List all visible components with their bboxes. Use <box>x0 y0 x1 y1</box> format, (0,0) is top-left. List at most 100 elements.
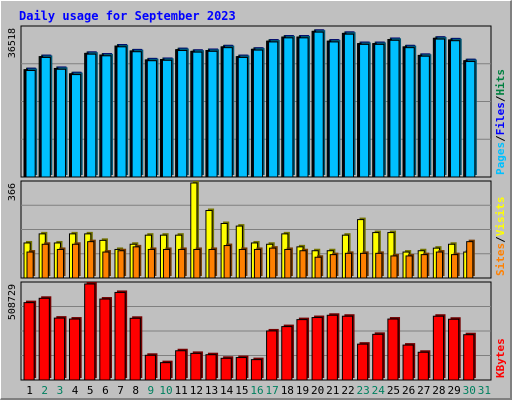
x-tick-label-day-29: 29 <box>447 384 460 397</box>
bar-pages-day-2 <box>40 56 51 178</box>
legend-item: Files <box>494 102 507 135</box>
x-tick-label-day-10: 10 <box>159 384 172 397</box>
bar-kbytes-day-16 <box>250 359 263 381</box>
chart-title: Daily usage for September 2023 <box>19 9 236 23</box>
bar-pages-day-16 <box>252 49 264 178</box>
bar-sites-day-11 <box>178 248 186 279</box>
bar-pages-day-24 <box>374 43 385 178</box>
x-tick-label-day-24: 24 <box>372 384 386 397</box>
bar-sites-day-15 <box>238 248 246 279</box>
x-tick-label-day-15: 15 <box>235 384 248 397</box>
bar-kbytes-day-17 <box>266 330 278 381</box>
bar-pages-day-22 <box>343 33 355 178</box>
bar-pages-day-26 <box>404 47 415 178</box>
bar-sites-day-18 <box>284 248 292 279</box>
x-tick-label-day-26: 26 <box>402 384 415 397</box>
legend-item: KBytes <box>494 338 507 378</box>
bar-kbytes-day-9 <box>144 354 156 381</box>
bar-sites-day-6 <box>102 251 110 279</box>
bar-sites-day-7 <box>117 250 125 279</box>
bar-kbytes-day-1 <box>23 302 35 381</box>
bar-kbytes-day-24 <box>372 333 384 381</box>
x-tick-label-day-7: 7 <box>117 384 124 397</box>
bar-pages-day-30 <box>465 61 476 178</box>
bar-sites-day-5 <box>87 241 95 279</box>
bar-sites-day-26 <box>405 255 413 279</box>
bar-kbytes-day-8 <box>129 317 141 381</box>
bar-pages-day-27 <box>419 55 430 178</box>
bar-pages-day-19 <box>298 37 309 178</box>
bar-kbytes-day-22 <box>341 315 354 381</box>
x-tick-label-day-17: 17 <box>266 384 279 397</box>
bar-sites-day-28 <box>435 251 444 279</box>
bar-pages-day-21 <box>328 41 339 178</box>
bar-sites-day-12 <box>193 248 201 279</box>
bar-sites-day-30 <box>466 241 474 279</box>
bar-sites-day-22 <box>344 252 353 279</box>
x-tick-label-day-16: 16 <box>250 384 263 397</box>
bar-pages-day-8 <box>131 51 142 178</box>
bar-pages-day-14 <box>222 47 233 178</box>
bar-pages-day-25 <box>389 39 400 178</box>
bar-sites-day-10 <box>162 248 171 279</box>
bar-kbytes-day-21 <box>326 314 338 381</box>
bar-sites-day-9 <box>147 248 155 279</box>
bar-sites-day-29 <box>451 254 459 279</box>
x-tick-label-day-14: 14 <box>220 384 234 397</box>
bar-kbytes-day-3 <box>53 317 65 381</box>
bar-pages-day-29 <box>450 40 461 178</box>
bar-kbytes-day-15 <box>235 357 247 381</box>
bar-pages-day-20 <box>313 31 324 178</box>
bar-kbytes-day-30 <box>463 334 475 381</box>
x-tick-label-day-2: 2 <box>41 384 48 397</box>
bar-kbytes-day-18 <box>281 326 293 381</box>
legend-item: Sites <box>494 243 507 276</box>
bar-pages-day-11 <box>177 50 188 178</box>
bar-pages-day-6 <box>101 55 112 178</box>
bar-sites-day-19 <box>299 250 307 279</box>
bar-kbytes-day-12 <box>190 352 202 381</box>
x-tick-label-day-3: 3 <box>57 384 64 397</box>
x-tick-label-day-4: 4 <box>72 384 79 397</box>
bar-kbytes-day-13 <box>205 354 217 381</box>
x-tick-label-day-11: 11 <box>175 384 188 397</box>
bar-pages-day-17 <box>268 41 279 178</box>
x-tick-label-day-22: 22 <box>341 384 354 397</box>
x-tick-label-day-31: 31 <box>478 384 491 397</box>
bar-pages-day-13 <box>207 50 218 178</box>
x-tick-label-day-30: 30 <box>463 384 476 397</box>
bar-kbytes-day-6 <box>99 298 111 381</box>
bar-sites-day-2 <box>41 243 49 279</box>
bar-sites-day-25 <box>390 255 398 279</box>
bar-pages-day-4 <box>70 74 82 178</box>
bar-kbytes-day-2 <box>38 297 50 381</box>
bar-sites-day-3 <box>56 248 64 279</box>
panel-middle-legend: Sites/Visits <box>494 197 507 277</box>
panel-top-max-label: 36518 <box>7 28 18 58</box>
bar-kbytes-day-14 <box>220 357 232 381</box>
bar-pages-day-5 <box>86 53 97 178</box>
bar-kbytes-day-29 <box>448 318 460 381</box>
bar-kbytes-day-25 <box>387 318 399 381</box>
x-tick-label-day-21: 21 <box>326 384 339 397</box>
bar-kbytes-day-20 <box>311 317 323 381</box>
bar-pages-day-1 <box>25 70 36 178</box>
x-tick-label-day-28: 28 <box>432 384 445 397</box>
x-tick-label-day-5: 5 <box>87 384 94 397</box>
bar-sites-day-21 <box>329 254 337 279</box>
bar-kbytes-day-19 <box>296 319 308 381</box>
bar-pages-day-9 <box>146 60 157 178</box>
x-tick-label-day-9: 9 <box>148 384 155 397</box>
legend-item: Pages <box>494 142 507 175</box>
bar-pages-day-3 <box>55 68 66 178</box>
panel-bottom-max-label: 508729 <box>7 284 18 320</box>
bar-kbytes-day-5 <box>84 283 96 381</box>
legend-item: / <box>494 135 507 142</box>
bar-kbytes-day-27 <box>417 351 429 381</box>
panel-bottom-legend: KBytes <box>494 338 507 378</box>
x-tick-label-day-13: 13 <box>205 384 218 397</box>
bar-kbytes-day-10 <box>159 362 172 381</box>
bar-sites-day-13 <box>208 248 216 279</box>
